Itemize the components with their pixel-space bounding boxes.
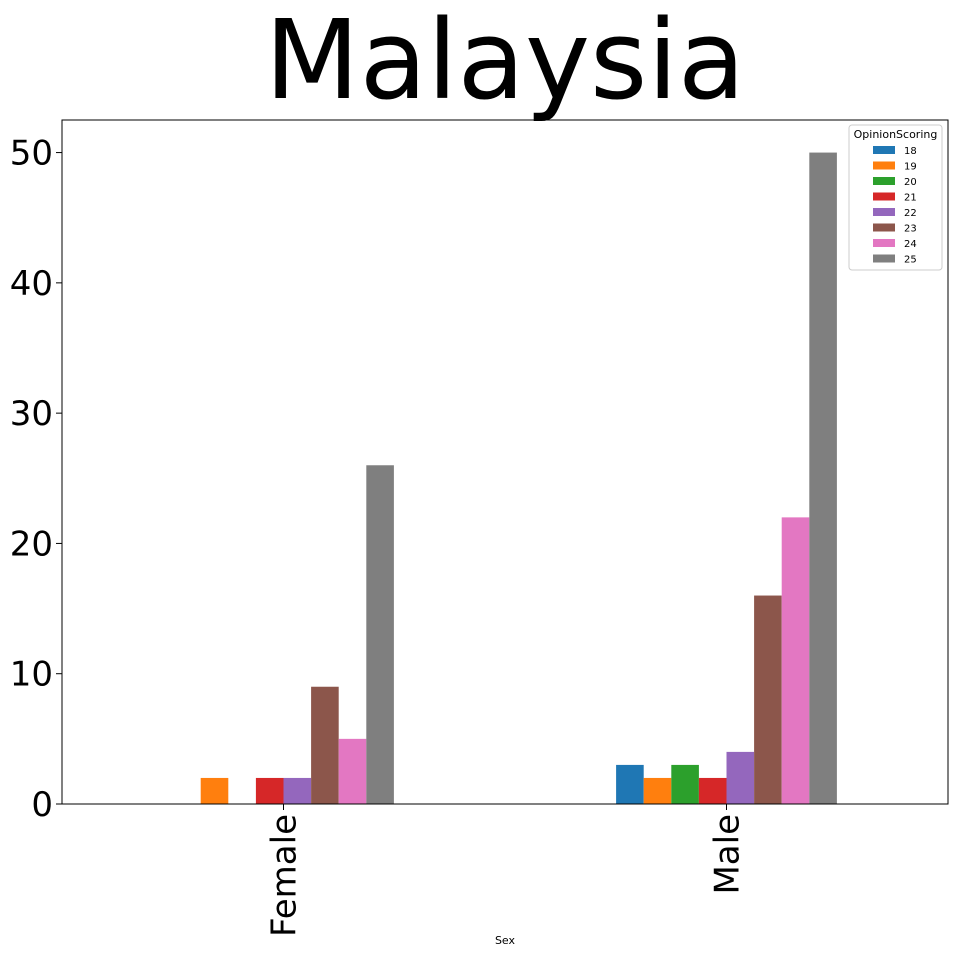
legend-swatch-22 [873,208,895,216]
legend-label-22: 22 [904,208,917,219]
bar-female-23 [311,686,339,804]
x-tick-label-female: Female [264,814,304,937]
legend-label-19: 19 [904,162,917,173]
bar-male-18 [616,764,644,804]
bar-female-24 [338,738,367,804]
legend-box [848,124,943,271]
y-tick-label: 0 [31,785,53,825]
bar-male-19 [643,777,672,804]
legend-label-18: 18 [904,146,917,157]
y-tick-label: 10 [10,655,53,695]
y-tick-label: 40 [10,264,53,304]
bar-male-22 [726,751,755,804]
bar-female-19 [200,777,229,804]
y-tick-label: 30 [10,394,53,434]
legend-label-25: 25 [904,255,917,266]
legend-label-21: 21 [904,193,917,204]
legend-swatch-24 [873,239,895,247]
bar-male-20 [671,764,699,804]
chart-title: Malaysia [265,0,746,124]
bar-male-25 [809,152,837,804]
legend-swatch-23 [873,223,895,232]
legend-title: OpinionScoring [854,128,938,141]
legend-label-23: 23 [904,224,917,235]
legend: OpinionScoring 18 19 20 21 22 23 24 25 [848,124,943,271]
legend-label-20: 20 [904,177,917,188]
x-tick-label-male: Male [707,814,747,895]
y-tick-label: 50 [10,134,53,174]
plot-frame [61,119,949,805]
bar-male-23 [754,595,782,804]
legend-swatch-19 [873,161,895,170]
bar-female-21 [255,777,284,804]
bars-group [200,152,837,804]
y-tick-label: 20 [10,524,53,564]
legend-swatch-18 [873,146,895,154]
bar-female-22 [283,777,312,804]
x-axis-label: Sex [495,934,516,947]
legend-swatch-21 [873,192,895,201]
legend-swatch-20 [873,177,895,185]
bar-male-24 [781,517,810,804]
legend-swatch-25 [873,254,895,263]
legend-label-24: 24 [904,239,917,250]
bar-female-25 [366,465,394,804]
x-axis: Female Male [264,804,747,937]
y-axis: 0 10 20 30 40 50 [10,134,62,825]
bar-male-21 [698,777,727,804]
